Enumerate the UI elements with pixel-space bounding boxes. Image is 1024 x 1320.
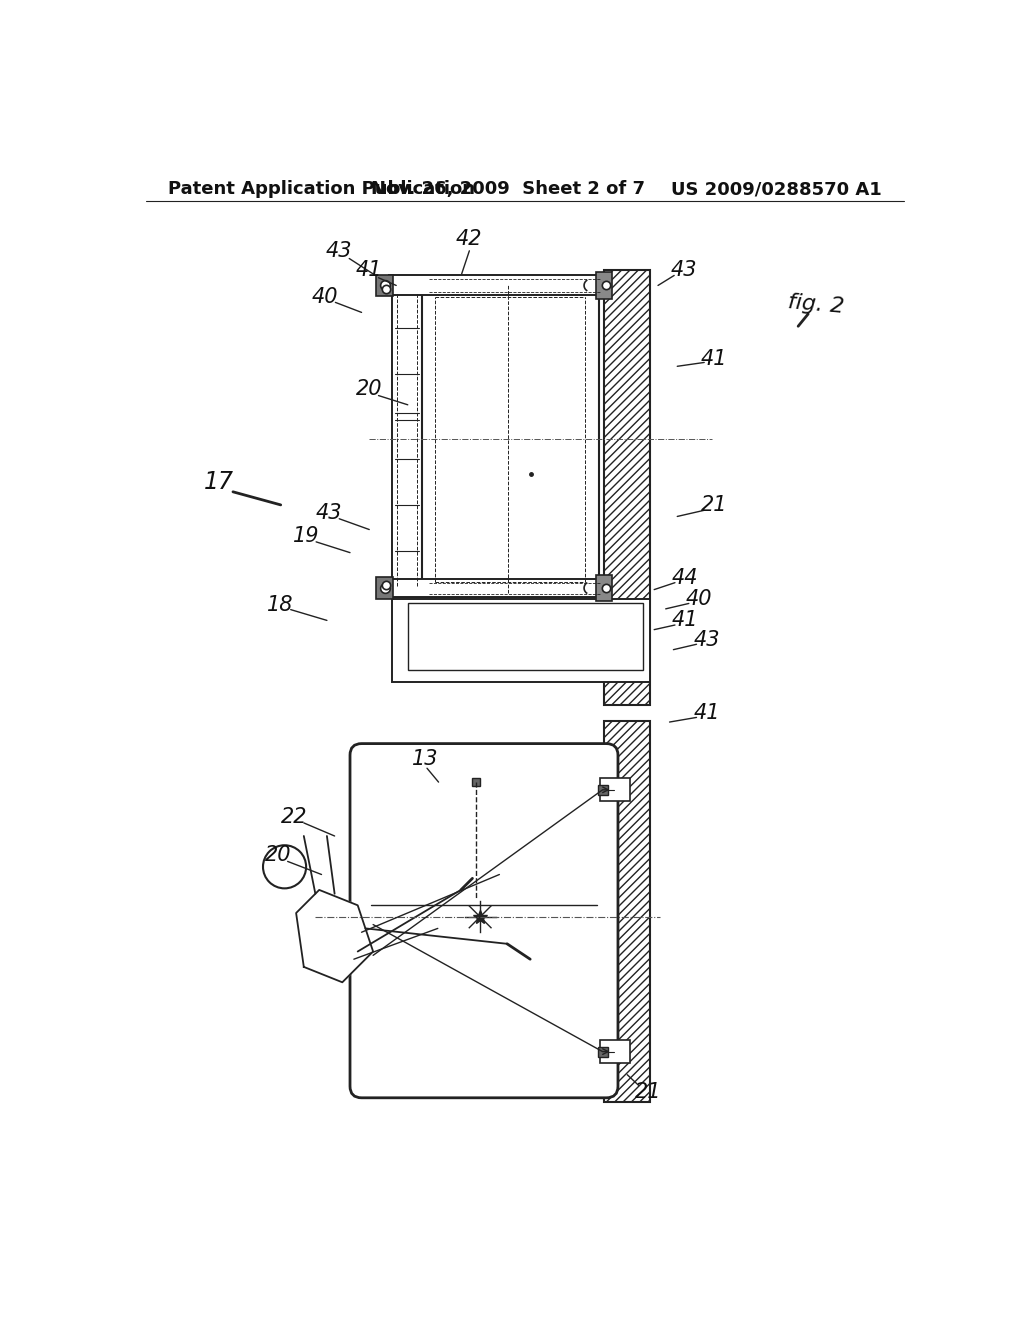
Bar [604, 271, 650, 705]
Bar [392, 281, 422, 598]
Text: 21: 21 [635, 1081, 662, 1102]
Text: 41: 41 [356, 260, 383, 280]
Text: 40: 40 [312, 286, 339, 308]
Bar [596, 576, 611, 601]
Bar [604, 721, 650, 1102]
Bar [600, 1040, 630, 1063]
Text: 40: 40 [686, 589, 712, 609]
Text: 18: 18 [267, 595, 294, 615]
Text: 22: 22 [281, 807, 307, 826]
Text: 41: 41 [672, 610, 698, 631]
Bar [422, 281, 599, 598]
Bar [376, 275, 393, 296]
Text: 43: 43 [693, 630, 720, 649]
Bar [596, 272, 611, 298]
FancyBboxPatch shape [350, 743, 617, 1098]
Bar [388, 276, 608, 294]
Polygon shape [296, 890, 373, 982]
Text: 41: 41 [693, 702, 720, 723]
Bar [600, 779, 630, 801]
Bar [408, 603, 643, 671]
Text: 19: 19 [293, 525, 319, 545]
Text: fig. 2: fig. 2 [786, 292, 845, 317]
Text: 17: 17 [204, 470, 234, 494]
Text: 43: 43 [316, 503, 342, 523]
Text: 13: 13 [413, 748, 438, 770]
Bar [388, 579, 608, 598]
Text: Patent Application Publication: Patent Application Publication [168, 181, 474, 198]
Text: 43: 43 [670, 260, 696, 280]
Text: 41: 41 [701, 348, 727, 368]
Bar [392, 599, 650, 682]
Bar [376, 577, 393, 599]
Text: 20: 20 [356, 379, 383, 400]
Text: 44: 44 [672, 568, 698, 587]
Text: US 2009/0288570 A1: US 2009/0288570 A1 [672, 181, 882, 198]
Text: 43: 43 [326, 240, 351, 261]
Text: 21: 21 [701, 495, 727, 515]
Text: 42: 42 [456, 230, 482, 249]
Text: 20: 20 [265, 845, 292, 865]
Text: Nov. 26, 2009  Sheet 2 of 7: Nov. 26, 2009 Sheet 2 of 7 [371, 181, 645, 198]
